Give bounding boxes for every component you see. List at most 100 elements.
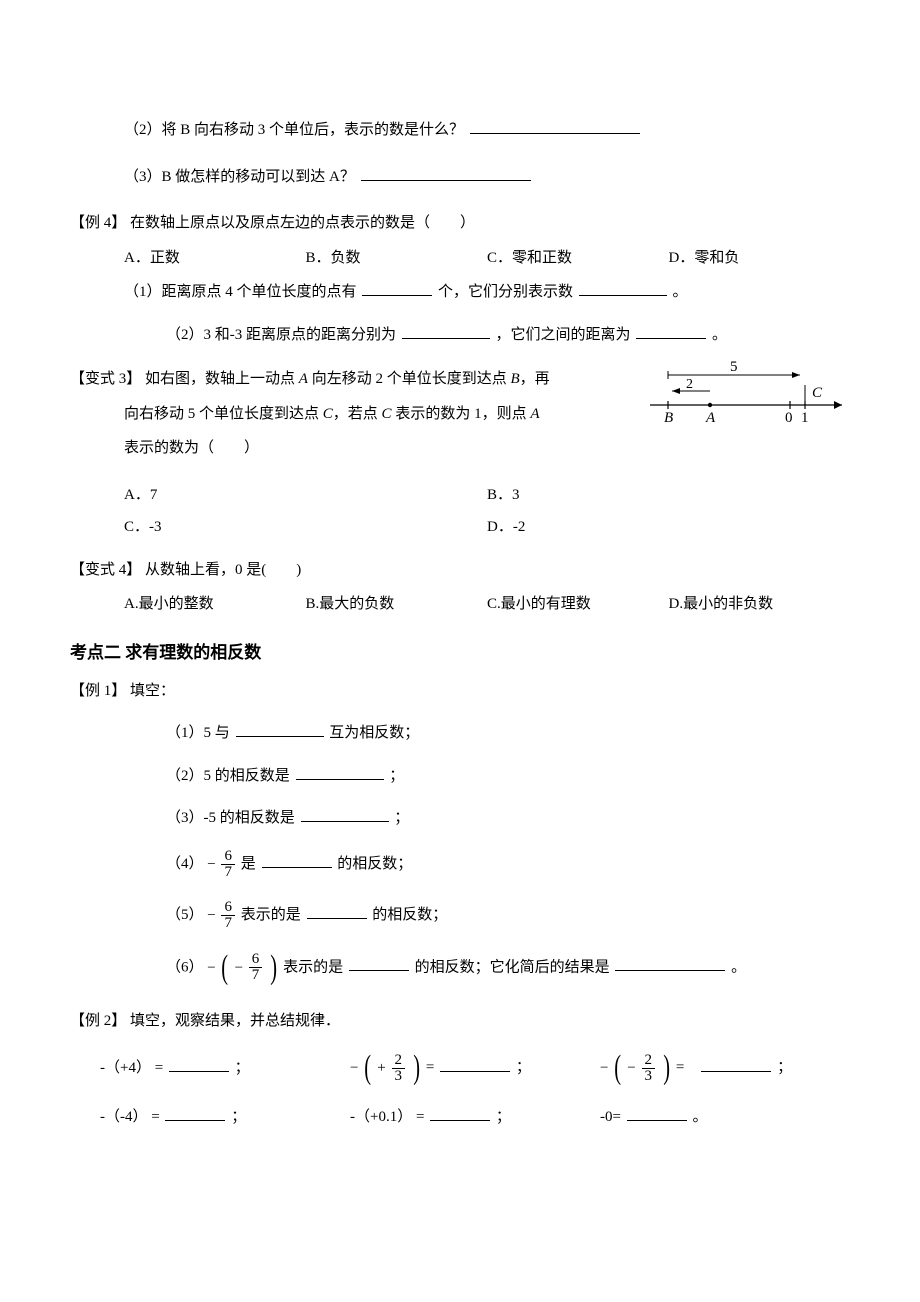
variant-4: 【变式 4】 从数轴上看，0 是( ) [70,556,850,585]
text: （2）5 的相反数是 [166,768,290,784]
text: 的相反数； [372,907,447,923]
fraction-6-7: 6 7 [249,952,263,983]
neg-sign: − [207,856,215,872]
option-a[interactable]: A.最小的整数 [124,590,306,619]
text: − [350,1060,358,1076]
fraction-6-7: 6 7 [221,900,235,931]
blank[interactable] [430,1105,490,1121]
example-tag: 【例 1】 [70,683,126,699]
cell: -（+4） = ； [100,1054,350,1083]
text: 向右移动 5 个单位长度到达点 C，若点 C 表示的数为 1，则点 A [124,406,540,422]
blank[interactable] [262,852,332,868]
blank[interactable] [236,721,324,737]
cell: -0= 。 [600,1103,850,1132]
paren-right-icon: ) [663,1051,670,1085]
blank[interactable] [165,1105,225,1121]
text: ； [389,768,404,784]
neg-sign: − [235,960,243,976]
text: （4） [166,856,204,872]
paren-left-icon: ( [364,1051,371,1085]
text: ； [516,1060,531,1076]
blank[interactable] [349,955,409,971]
diagram-letter-a: A [705,410,716,426]
text: （2）3 和-3 距离原点的距离分别为 [166,327,396,343]
blank[interactable] [169,1056,229,1072]
ex1b-sub5: （5） − 6 7 表示的是 的相反数； [70,900,850,931]
example-4: 【例 4】 在数轴上原点以及原点左边的点表示的数是（ ） [70,209,850,238]
plus-sign: + [377,1060,385,1076]
text: 的相反数；它化简后的结果是 [415,959,610,975]
text: 表示的数为（ ） [124,440,259,456]
text: 表示的是 [241,907,301,923]
example-stem: 填空： [130,683,175,699]
option-d[interactable]: D．零和负 [669,244,851,273]
neg-sign: − [627,1060,635,1076]
blank[interactable] [615,955,725,971]
option-a[interactable]: A．正数 [124,244,306,273]
example-tag: 【例 4】 [70,215,126,231]
variant-3-options-row1: A．7 B．3 [124,481,850,510]
text: （3）-5 的相反数是 [166,810,295,826]
text: − [600,1060,608,1076]
blank[interactable] [636,323,706,339]
ex1b-sub4: （4） − 6 7 是 的相反数； [70,849,850,880]
blank[interactable] [470,118,640,134]
text: ； [394,810,409,826]
option-a[interactable]: A．7 [124,481,487,510]
text: -（-4） = [100,1109,160,1125]
diagram-label-2: 2 [686,377,693,392]
cell: -（+0.1） = ； [350,1103,600,1132]
blank[interactable] [361,165,531,181]
option-b[interactable]: B.最大的负数 [306,590,488,619]
q3-text: （3）B 做怎样的移动可以到达 A？ [124,169,355,185]
blank[interactable] [362,280,432,296]
example-2b: 【例 2】 填空，观察结果，并总结规律． [70,1007,850,1036]
option-b[interactable]: B．3 [487,481,850,510]
variant-4-options: A.最小的整数 B.最大的负数 C.最小的有理数 D.最小的非负数 [124,590,850,619]
ex1b-sub6: （6） − ( − 6 7 ) 表示的是 的相反数；它化简后的结果是 。 [70,951,850,985]
paren-right-icon: ) [270,951,277,985]
text: ； [231,1109,246,1125]
text: = [676,1060,684,1076]
paren-left-icon: ( [222,951,229,985]
example-4-sub1: （1）距离原点 4 个单位长度的点有 个，它们分别表示数 。 [70,278,850,307]
blank[interactable] [307,903,367,919]
option-b[interactable]: B．负数 [306,244,488,273]
blank[interactable] [579,280,667,296]
question-3: （3）B 做怎样的移动可以到达 A？ [70,163,850,192]
text: 。 [712,327,727,343]
fraction-6-7: 6 7 [221,849,235,880]
variant-3-options-row2: C．-3 D．-2 [124,513,850,542]
blank[interactable] [402,323,490,339]
ex1b-sub3: （3）-5 的相反数是 ； [70,804,850,833]
blank[interactable] [301,806,389,822]
ex1b-sub2: （2）5 的相反数是 ； [70,762,850,791]
text: ，它们之间的距离为 [496,327,631,343]
option-d[interactable]: D.最小的非负数 [669,590,851,619]
ex1b-sub1: （1）5 与 互为相反数； [70,719,850,748]
cell: -（-4） = ； [100,1103,350,1132]
option-c[interactable]: C．零和正数 [487,244,669,273]
text: ； [235,1060,250,1076]
diagram-letter-b: B [664,410,673,426]
diagram-zero: 0 [785,410,793,426]
text: ； [496,1109,511,1125]
text: -0= [600,1109,621,1125]
blank[interactable] [627,1105,687,1121]
text: 。 [731,959,746,975]
page: （2）将 B 向右移动 3 个单位后，表示的数是什么？ （3）B 做怎样的移动可… [0,0,920,1202]
text: 。 [673,284,688,300]
blank[interactable] [701,1056,771,1072]
diagram-letter-c: C [812,385,823,401]
text: -（+4） = [100,1060,163,1076]
option-d[interactable]: D．-2 [487,513,850,542]
example-4-sub2: （2）3 和-3 距离原点的距离分别为 ，它们之间的距离为 。 [70,321,850,350]
blank[interactable] [296,764,384,780]
blank[interactable] [440,1056,510,1072]
text: 互为相反数； [329,725,419,741]
example-1b: 【例 1】 填空： [70,677,850,706]
option-c[interactable]: C.最小的有理数 [487,590,669,619]
cell: − ( + 2 3 ) = ； [350,1051,600,1085]
text: （6） [166,959,204,975]
option-c[interactable]: C．-3 [124,513,487,542]
